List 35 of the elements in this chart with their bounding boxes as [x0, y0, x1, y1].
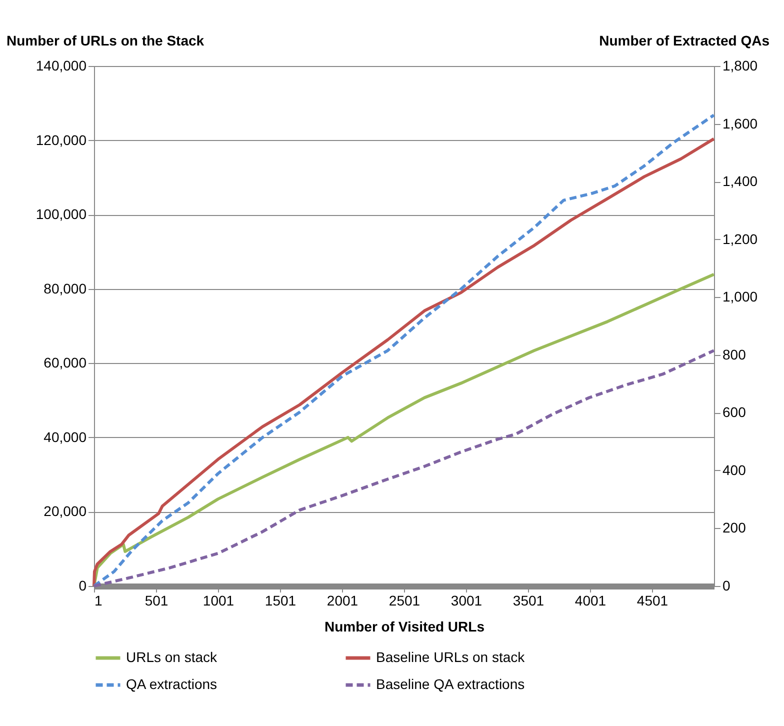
y2-tick-label: 600: [722, 404, 746, 420]
x-tick-label: 4001: [574, 592, 606, 608]
y-tick-label: 20,000: [44, 503, 87, 520]
y-tick-label: 100,000: [36, 206, 87, 222]
y-tick-label: 0: [78, 578, 87, 594]
y-tick-label: 120,000: [36, 132, 87, 148]
y-tick-label: 40,000: [44, 428, 87, 445]
legend-label: QA extractions: [126, 676, 218, 692]
x-tick-label: 2501: [388, 592, 420, 608]
y2-tick-label: 1,400: [722, 173, 758, 190]
x-tick-label: 1: [94, 592, 102, 608]
y2-tick-label: 0: [722, 578, 730, 594]
y2-tick-label: 200: [722, 520, 746, 536]
x-axis-title: Number of Visited URLs: [324, 618, 485, 634]
y2-tick-label: 1,000: [722, 288, 758, 305]
x-tick-label: 2001: [326, 592, 358, 608]
x-tick-label: 4501: [636, 592, 668, 608]
y2-tick-label: 1,200: [722, 230, 758, 247]
legend-label: URLs on stack: [126, 649, 218, 665]
x-tick-label: 1001: [202, 592, 234, 608]
y2-tick-label: 1,600: [722, 115, 758, 132]
y-tick-label: 60,000: [44, 354, 87, 371]
y-axis-title: Number of URLs on the Stack: [6, 32, 204, 48]
y2-tick-label: 1,800: [722, 58, 758, 74]
legend-label: Baseline URLs on stack: [376, 649, 526, 665]
y2-tick-label: 400: [722, 462, 746, 478]
y-tick-label: 140,000: [36, 58, 87, 74]
y-tick-label: 80,000: [44, 280, 87, 296]
y2-tick-label: 800: [722, 346, 746, 362]
x-tick-label: 3001: [450, 592, 482, 608]
legend-label: Baseline QA extractions: [376, 676, 525, 692]
x-tick-label: 501: [144, 592, 168, 608]
y2-axis-title: Number of Extracted QAs: [599, 32, 770, 48]
x-tick-label: 1501: [264, 592, 296, 608]
x-tick-label: 3501: [512, 592, 544, 608]
